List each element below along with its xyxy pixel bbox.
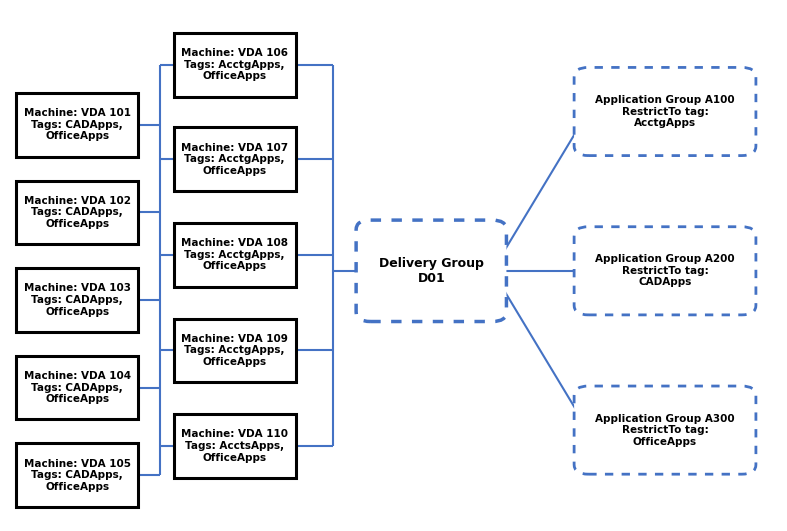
Text: Delivery Group
D01: Delivery Group D01 bbox=[379, 257, 484, 285]
Text: Machine: VDA 105
Tags: CADApps,
OfficeApps: Machine: VDA 105 Tags: CADApps, OfficeAp… bbox=[24, 459, 131, 492]
FancyBboxPatch shape bbox=[17, 93, 139, 157]
Text: Machine: VDA 106
Tags: AcctgApps,
OfficeApps: Machine: VDA 106 Tags: AcctgApps, Office… bbox=[181, 48, 288, 81]
Text: Application Group A100
RestrictTo tag:
AcctgApps: Application Group A100 RestrictTo tag: A… bbox=[595, 95, 735, 128]
FancyBboxPatch shape bbox=[575, 227, 756, 315]
Text: Application Group A200
RestrictTo tag:
CADApps: Application Group A200 RestrictTo tag: C… bbox=[595, 254, 735, 287]
Text: Application Group A300
RestrictTo tag:
OfficeApps: Application Group A300 RestrictTo tag: O… bbox=[595, 414, 735, 447]
FancyBboxPatch shape bbox=[575, 67, 756, 156]
FancyBboxPatch shape bbox=[17, 268, 139, 332]
Text: Machine: VDA 110
Tags: AcctsApps,
OfficeApps: Machine: VDA 110 Tags: AcctsApps, Office… bbox=[181, 430, 288, 463]
Text: Machine: VDA 103
Tags: CADApps,
OfficeApps: Machine: VDA 103 Tags: CADApps, OfficeAp… bbox=[24, 284, 131, 316]
FancyBboxPatch shape bbox=[17, 181, 139, 244]
FancyBboxPatch shape bbox=[17, 356, 139, 419]
FancyBboxPatch shape bbox=[173, 319, 295, 382]
Text: Machine: VDA 108
Tags: AcctgApps,
OfficeApps: Machine: VDA 108 Tags: AcctgApps, Office… bbox=[181, 238, 288, 271]
Text: Machine: VDA 109
Tags: AcctgApps,
OfficeApps: Machine: VDA 109 Tags: AcctgApps, Office… bbox=[181, 334, 288, 367]
FancyBboxPatch shape bbox=[173, 127, 295, 191]
Text: Machine: VDA 101
Tags: CADApps,
OfficeApps: Machine: VDA 101 Tags: CADApps, OfficeAp… bbox=[24, 108, 131, 141]
FancyBboxPatch shape bbox=[173, 414, 295, 478]
FancyBboxPatch shape bbox=[575, 386, 756, 474]
FancyBboxPatch shape bbox=[356, 220, 507, 322]
FancyBboxPatch shape bbox=[17, 443, 139, 507]
Text: Machine: VDA 107
Tags: AcctgApps,
OfficeApps: Machine: VDA 107 Tags: AcctgApps, Office… bbox=[181, 143, 288, 176]
FancyBboxPatch shape bbox=[173, 223, 295, 287]
Text: Machine: VDA 104
Tags: CADApps,
OfficeApps: Machine: VDA 104 Tags: CADApps, OfficeAp… bbox=[24, 371, 131, 404]
FancyBboxPatch shape bbox=[173, 33, 295, 97]
Text: Machine: VDA 102
Tags: CADApps,
OfficeApps: Machine: VDA 102 Tags: CADApps, OfficeAp… bbox=[24, 196, 131, 229]
